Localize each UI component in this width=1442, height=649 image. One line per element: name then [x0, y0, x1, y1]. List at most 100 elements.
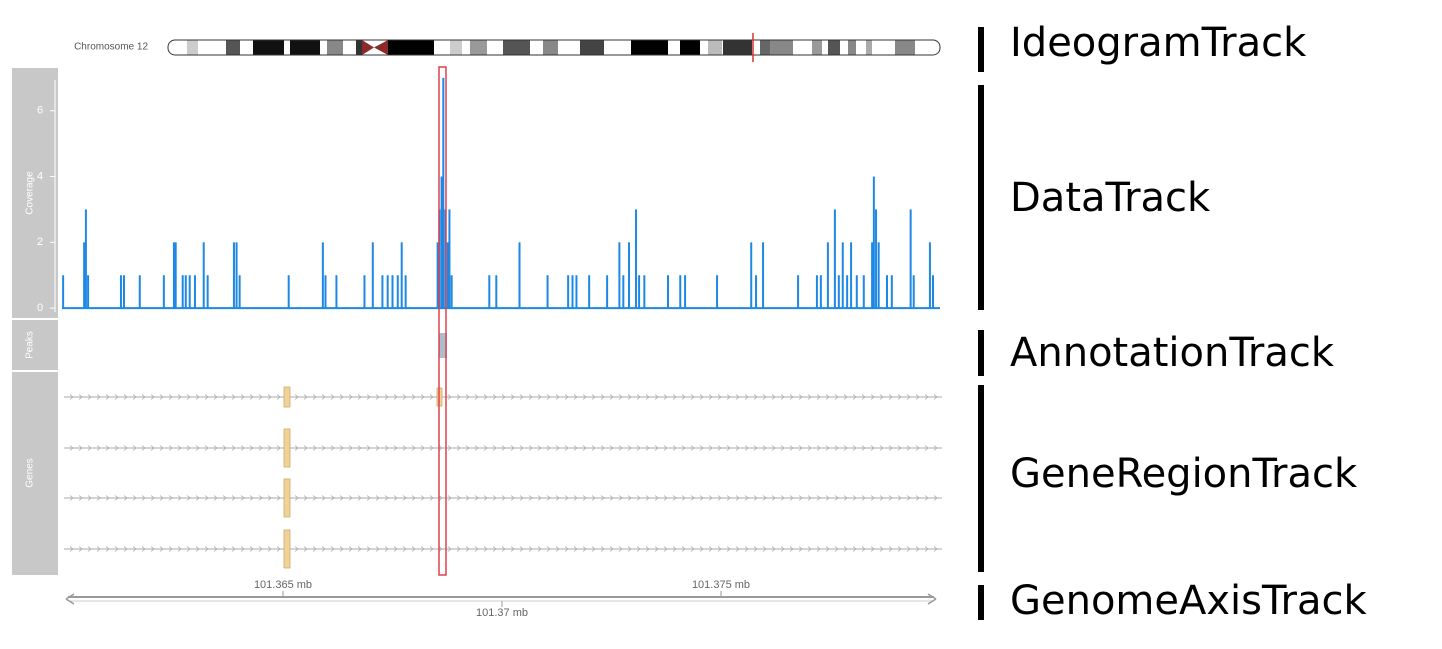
strand-arrows [69, 445, 938, 451]
coverage-bar [442, 77, 445, 309]
band [723, 40, 752, 55]
coverage-bar [862, 275, 865, 309]
coverage-bar [755, 275, 758, 309]
coverage-bar [138, 275, 141, 309]
coverage-bar [396, 275, 399, 309]
coverage-bar [181, 275, 184, 309]
track-name: IdeogramTrack [1010, 20, 1307, 66]
coverage-bar [381, 275, 384, 309]
coverage-bar [232, 242, 235, 309]
coverage-bar [606, 275, 609, 309]
coverage-bar [622, 275, 625, 309]
coverage-bar [202, 242, 205, 309]
band [388, 40, 434, 55]
track-name: AnnotationTrack [1010, 330, 1335, 376]
band [866, 40, 872, 55]
band [812, 40, 822, 55]
exon [283, 529, 291, 569]
bracket [978, 330, 984, 376]
band [356, 40, 362, 55]
coverage-bar [87, 275, 90, 309]
coverage-bar [440, 176, 443, 309]
coverage-bar [363, 275, 366, 309]
band [828, 40, 840, 55]
coverage-bar [184, 275, 187, 309]
y-tick-label: 2 [37, 236, 43, 248]
bracket [978, 27, 984, 72]
centromere [362, 40, 388, 55]
band [631, 40, 668, 55]
exon [283, 478, 291, 518]
coverage-bar [193, 275, 196, 309]
coverage-bar [826, 242, 829, 309]
coverage-bar [206, 275, 209, 309]
coverage-bar [188, 275, 191, 309]
ideogram-title: Chromosome 12 [74, 42, 148, 53]
bracket [978, 385, 984, 572]
coverage-bar [62, 275, 65, 309]
band [760, 40, 770, 55]
coverage-bar [287, 275, 290, 309]
track-title: Coverage [25, 171, 36, 215]
coverage-bar [400, 242, 403, 309]
coverage-bar [238, 275, 241, 309]
coverage-bar [628, 242, 631, 309]
coverage-bar [909, 209, 912, 309]
coverage-bar [450, 275, 453, 309]
coverage-bar [635, 209, 638, 309]
band [450, 40, 462, 55]
coverage-bar [931, 275, 934, 309]
coverage-bar [546, 275, 549, 309]
coverage-bar [324, 275, 327, 309]
coverage-bar [833, 209, 836, 309]
coverage-bar [819, 275, 822, 309]
coverage-bar [386, 275, 389, 309]
band [708, 40, 722, 55]
title-panel [12, 68, 58, 318]
coverage-bar [436, 242, 439, 309]
strand-arrows [69, 394, 938, 400]
band [187, 40, 198, 55]
band [470, 40, 487, 55]
band [503, 40, 530, 55]
coverage-bar [446, 242, 449, 309]
band [580, 40, 604, 55]
track-name: GenomeAxisTrack [1010, 578, 1367, 624]
coverage-bar [172, 242, 175, 309]
coverage-bar [875, 209, 878, 309]
highlight [438, 66, 447, 576]
coverage-bar [815, 275, 818, 309]
band [543, 40, 558, 55]
band [253, 40, 284, 55]
coverage-bar [877, 242, 880, 309]
coverage-bar [404, 275, 407, 309]
coverage-bar [871, 242, 874, 309]
coverage-bar [643, 275, 646, 309]
coverage-bar [618, 242, 621, 309]
peak [439, 333, 447, 358]
coverage-bar [448, 209, 451, 309]
coverage-bar [679, 275, 682, 309]
coverage-bar [837, 275, 840, 309]
coverage-bar [495, 275, 498, 309]
band [848, 40, 856, 55]
band [895, 40, 915, 55]
y-tick-label: 0 [37, 302, 43, 314]
x-tick-label: 101.375 mb [692, 579, 750, 591]
coverage-bar [371, 242, 374, 309]
band [770, 40, 793, 55]
coverage-bar [174, 242, 177, 309]
coverage-bar [912, 275, 915, 309]
coverage-bar [84, 209, 87, 309]
coverage-bar [638, 275, 641, 309]
coverage-bar [162, 275, 165, 309]
y-tick-label: 6 [37, 105, 43, 117]
coverage-bar [667, 275, 670, 309]
coverage-bar [335, 275, 338, 309]
coverage-bar [750, 242, 753, 309]
band [327, 40, 343, 55]
title-panel [12, 320, 58, 370]
layout: Coverage Peaks Genes Chromosome 12 [12, 42, 447, 575]
coverage-bar [850, 242, 853, 309]
strand-arrows [69, 546, 938, 552]
